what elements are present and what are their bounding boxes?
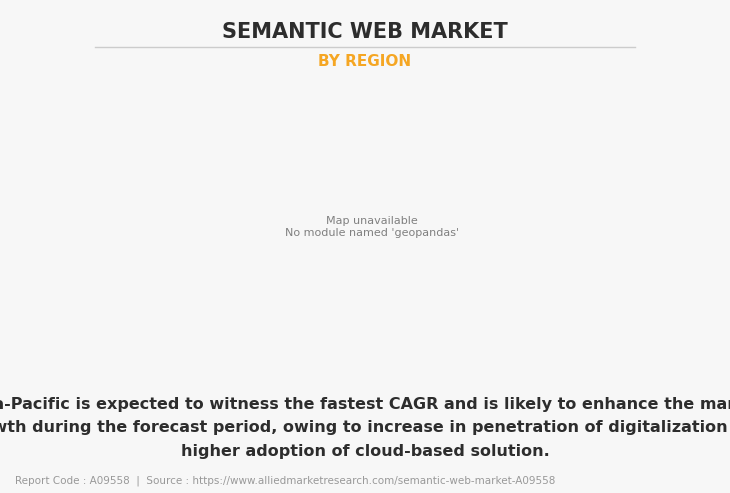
Text: Map unavailable
No module named 'geopandas': Map unavailable No module named 'geopand… — [285, 216, 459, 238]
Text: SEMANTIC WEB MARKET: SEMANTIC WEB MARKET — [222, 22, 508, 42]
Text: BY REGION: BY REGION — [318, 54, 412, 69]
Text: Report Code : A09558  |  Source : https://www.alliedmarketresearch.com/semantic-: Report Code : A09558 | Source : https://… — [15, 475, 555, 486]
Text: Asia-Pacific is expected to witness the fastest CAGR and is likely to enhance th: Asia-Pacific is expected to witness the … — [0, 397, 730, 458]
